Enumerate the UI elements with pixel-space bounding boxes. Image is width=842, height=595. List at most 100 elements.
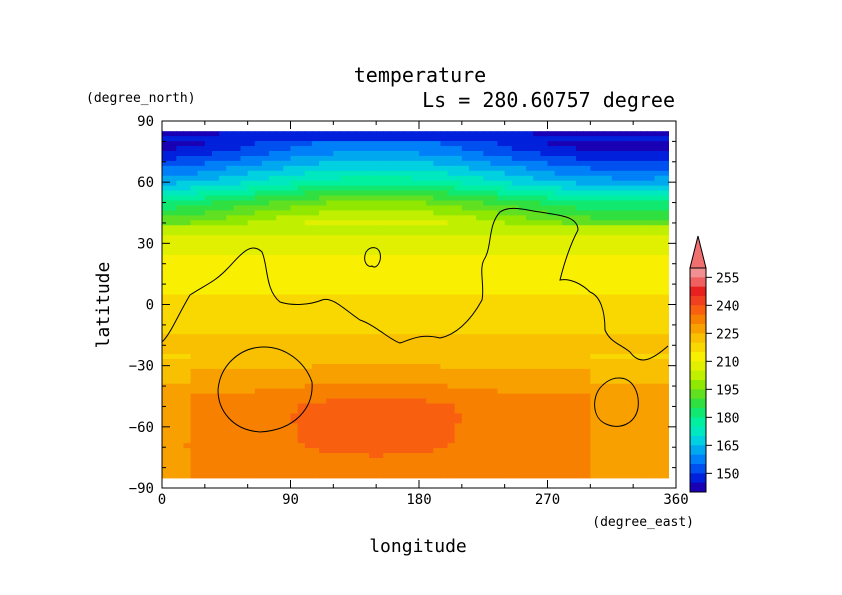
heatmap-cell bbox=[390, 378, 399, 385]
heatmap-cell bbox=[461, 259, 470, 266]
heatmap-cell bbox=[468, 175, 477, 182]
heatmap-cell bbox=[319, 146, 327, 152]
heatmap-cell bbox=[504, 289, 513, 296]
heatmap-cell bbox=[447, 339, 456, 345]
heatmap-cell bbox=[290, 245, 299, 251]
heatmap-cell bbox=[518, 448, 527, 454]
heatmap-cell bbox=[640, 220, 649, 226]
heatmap-cell bbox=[468, 433, 477, 439]
heatmap-cell bbox=[504, 378, 513, 385]
heatmap-cell bbox=[297, 131, 306, 137]
heatmap-cell bbox=[590, 433, 599, 439]
heatmap-cell bbox=[390, 225, 399, 231]
heatmap-cell bbox=[497, 358, 506, 365]
heatmap-cell bbox=[411, 250, 420, 256]
heatmap-cell bbox=[304, 423, 313, 429]
x-unit-label: (degree_east) bbox=[592, 515, 694, 530]
heatmap-cell bbox=[369, 146, 377, 152]
heatmap-cell bbox=[661, 462, 669, 469]
heatmap-cell bbox=[590, 264, 599, 271]
heatmap-cell bbox=[226, 185, 234, 192]
heatmap-cell bbox=[354, 398, 363, 405]
heatmap-cell bbox=[397, 467, 406, 474]
heatmap-cell bbox=[633, 438, 641, 444]
heatmap-cell bbox=[597, 467, 606, 474]
heatmap-cell bbox=[604, 235, 613, 241]
heatmap-cell bbox=[668, 349, 669, 355]
heatmap-cell bbox=[647, 393, 656, 400]
heatmap-cell bbox=[297, 462, 306, 469]
heatmap-cell bbox=[583, 373, 591, 380]
heatmap-cell bbox=[490, 175, 499, 182]
heatmap-cell bbox=[340, 418, 349, 424]
heatmap-cell bbox=[383, 240, 392, 246]
heatmap-cell bbox=[361, 388, 370, 395]
heatmap-cell bbox=[547, 354, 556, 360]
heatmap-cell bbox=[604, 378, 613, 385]
heatmap-cell bbox=[526, 363, 534, 370]
heatmap-cell bbox=[504, 131, 513, 137]
heatmap-cell bbox=[247, 314, 256, 320]
heatmap-cell bbox=[454, 304, 463, 311]
heatmap-cell bbox=[319, 264, 327, 271]
heatmap-cell bbox=[597, 146, 606, 152]
heatmap-cell bbox=[511, 428, 520, 434]
heatmap-cell bbox=[162, 264, 170, 271]
heatmap-cell bbox=[404, 398, 413, 405]
heatmap-cell bbox=[668, 131, 669, 137]
heatmap-cell bbox=[383, 413, 392, 419]
heatmap-cell bbox=[376, 393, 384, 400]
heatmap-cell bbox=[618, 274, 627, 281]
heatmap-cell bbox=[383, 408, 392, 415]
heatmap-cell bbox=[483, 354, 491, 360]
heatmap-cell bbox=[254, 304, 263, 311]
heatmap-cell bbox=[162, 472, 170, 479]
heatmap-cell bbox=[361, 363, 370, 370]
heatmap-cell bbox=[361, 274, 370, 281]
heatmap-cell bbox=[561, 349, 570, 355]
heatmap-cell bbox=[290, 319, 299, 325]
heatmap-cell bbox=[590, 284, 599, 291]
heatmap-cell bbox=[461, 383, 470, 390]
heatmap-cell bbox=[590, 240, 599, 246]
heatmap-cell bbox=[647, 304, 656, 311]
heatmap-cell bbox=[611, 160, 620, 167]
heatmap-cell bbox=[240, 190, 249, 197]
heatmap-cell bbox=[183, 279, 192, 286]
heatmap-cell bbox=[254, 250, 263, 256]
heatmap-cell bbox=[219, 151, 227, 157]
heatmap-cell bbox=[404, 378, 413, 385]
heatmap-cell bbox=[283, 220, 292, 226]
heatmap-cell bbox=[240, 240, 249, 246]
heatmap-cell bbox=[290, 413, 299, 419]
heatmap-cell bbox=[169, 195, 177, 202]
heatmap-cell bbox=[254, 319, 263, 325]
heatmap-cell bbox=[311, 324, 320, 330]
heatmap-cell bbox=[447, 205, 456, 212]
heatmap-cell bbox=[447, 373, 456, 380]
heatmap-cell bbox=[626, 363, 634, 370]
heatmap-cell bbox=[233, 413, 242, 419]
heatmap-cell bbox=[640, 378, 649, 385]
heatmap-cell bbox=[162, 279, 170, 286]
heatmap-cell bbox=[361, 175, 370, 182]
heatmap-cell bbox=[333, 462, 342, 469]
heatmap-cell bbox=[169, 146, 177, 152]
heatmap-cell bbox=[226, 259, 234, 266]
heatmap-cell bbox=[440, 274, 449, 281]
heatmap-cell bbox=[511, 190, 520, 197]
heatmap-cell bbox=[490, 230, 499, 236]
heatmap-cell bbox=[419, 180, 427, 187]
heatmap-cell bbox=[583, 141, 591, 147]
heatmap-cell bbox=[554, 136, 563, 142]
heatmap-cell bbox=[297, 472, 306, 479]
heatmap-cell bbox=[197, 358, 206, 365]
heatmap-cell bbox=[204, 254, 213, 261]
heatmap-cell bbox=[433, 294, 442, 301]
heatmap-cell bbox=[383, 160, 392, 167]
heatmap-cell bbox=[211, 433, 220, 439]
heatmap-cell bbox=[326, 240, 334, 246]
heatmap-cell bbox=[561, 418, 570, 424]
heatmap-cell bbox=[311, 240, 320, 246]
heatmap-cell bbox=[247, 141, 256, 147]
